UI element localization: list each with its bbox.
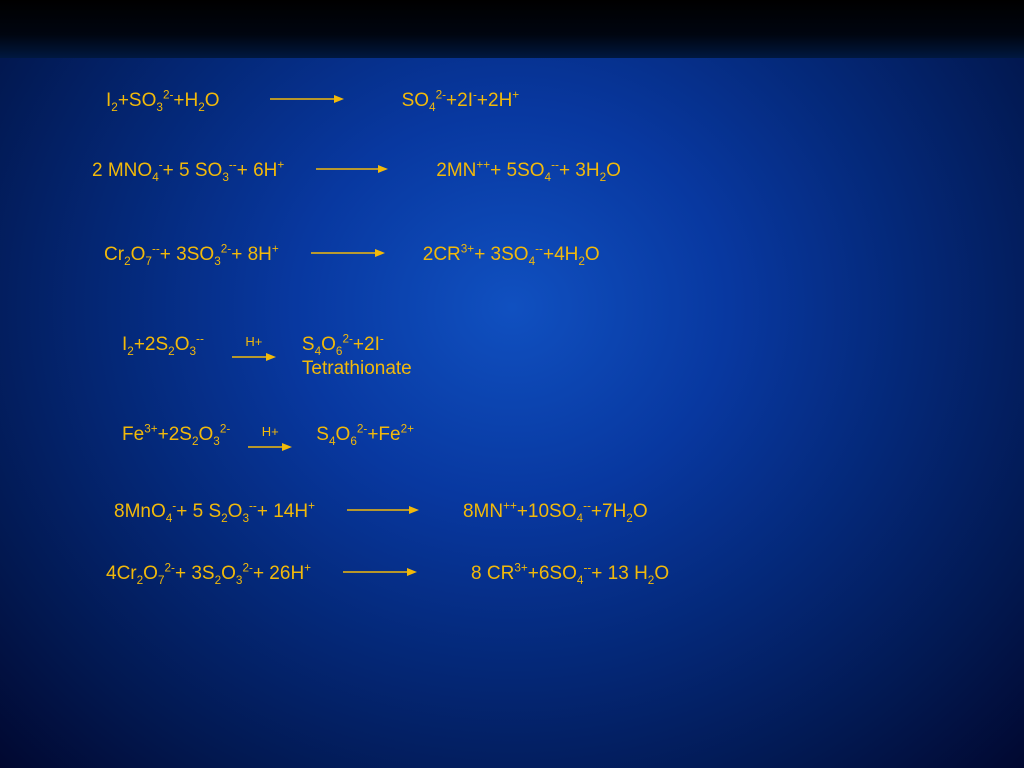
- equation-row: 8MnO4-+ 5 S2O3--+ 14H+ 8MN+++10SO4--+7H2…: [0, 501, 1024, 523]
- equation-rhs: 8MN+++10SO4--+7H2O: [463, 501, 648, 523]
- equation-rhs: 2MN+++ 5SO4--+ 3H2O: [436, 160, 621, 182]
- equation-lhs: I2+SO32-+H2O: [106, 90, 220, 112]
- reaction-arrow: [270, 93, 344, 105]
- reaction-arrow: [343, 566, 417, 578]
- top-dark-band: [0, 0, 1024, 58]
- reaction-arrow: H+: [248, 424, 292, 459]
- equation-row: Cr2O7--+ 3SO32-+ 8H+ 2CR3++ 3SO4--+4H2O: [0, 244, 1024, 266]
- equation-lhs: Fe3++2S2O32-: [122, 424, 230, 446]
- equation-row: 4Cr2O72-+ 3S2O32-+ 26H+ 8 CR3++6SO4--+ 1…: [0, 563, 1024, 585]
- equation-lhs: I2+2S2O3--: [122, 334, 204, 356]
- equations-container: I2+SO32-+H2O SO42-+2I-+2H+ 2 MNO4-+ 5 SO3…: [0, 90, 1024, 585]
- arrow-icon: [248, 437, 292, 459]
- equation-lhs: 4Cr2O72-+ 3S2O32-+ 26H+: [106, 563, 311, 585]
- equation-row: I2+SO32-+H2O SO42-+2I-+2H+: [0, 90, 1024, 112]
- equation-note: Tetrathionate: [302, 358, 412, 380]
- equation-row: 2 MNO4-+ 5 SO3--+ 6H+ 2MN+++ 5SO4--+ 3H2…: [0, 160, 1024, 182]
- equation-row: Fe3++2S2O32- H+ S4O62-+Fe2+: [0, 424, 1024, 459]
- reaction-arrow: [316, 163, 388, 175]
- equation-rhs-block: S4O62-+2I-Tetrathionate: [302, 334, 412, 380]
- equation-row: I2+2S2O3-- H+ S4O62-+2I-Tetrathionate: [0, 334, 1024, 380]
- equation-rhs: S4O62-+2I-: [302, 334, 384, 356]
- equation-rhs: 8 CR3++6SO4--+ 13 H2O: [471, 563, 669, 585]
- reaction-arrow: [311, 247, 385, 259]
- reaction-arrow: [347, 504, 419, 516]
- equation-lhs: Cr2O7--+ 3SO32-+ 8H+: [104, 244, 279, 266]
- equation-rhs: SO42-+2I-+2H+: [402, 90, 520, 112]
- equation-rhs: S4O62-+Fe2+: [316, 424, 414, 446]
- equation-lhs: 8MnO4-+ 5 S2O3--+ 14H+: [114, 501, 315, 523]
- reaction-arrow: H+: [232, 334, 276, 369]
- equation-lhs: 2 MNO4-+ 5 SO3--+ 6H+: [92, 160, 284, 182]
- equation-rhs: 2CR3++ 3SO4--+4H2O: [423, 244, 600, 266]
- arrow-icon: [232, 347, 276, 369]
